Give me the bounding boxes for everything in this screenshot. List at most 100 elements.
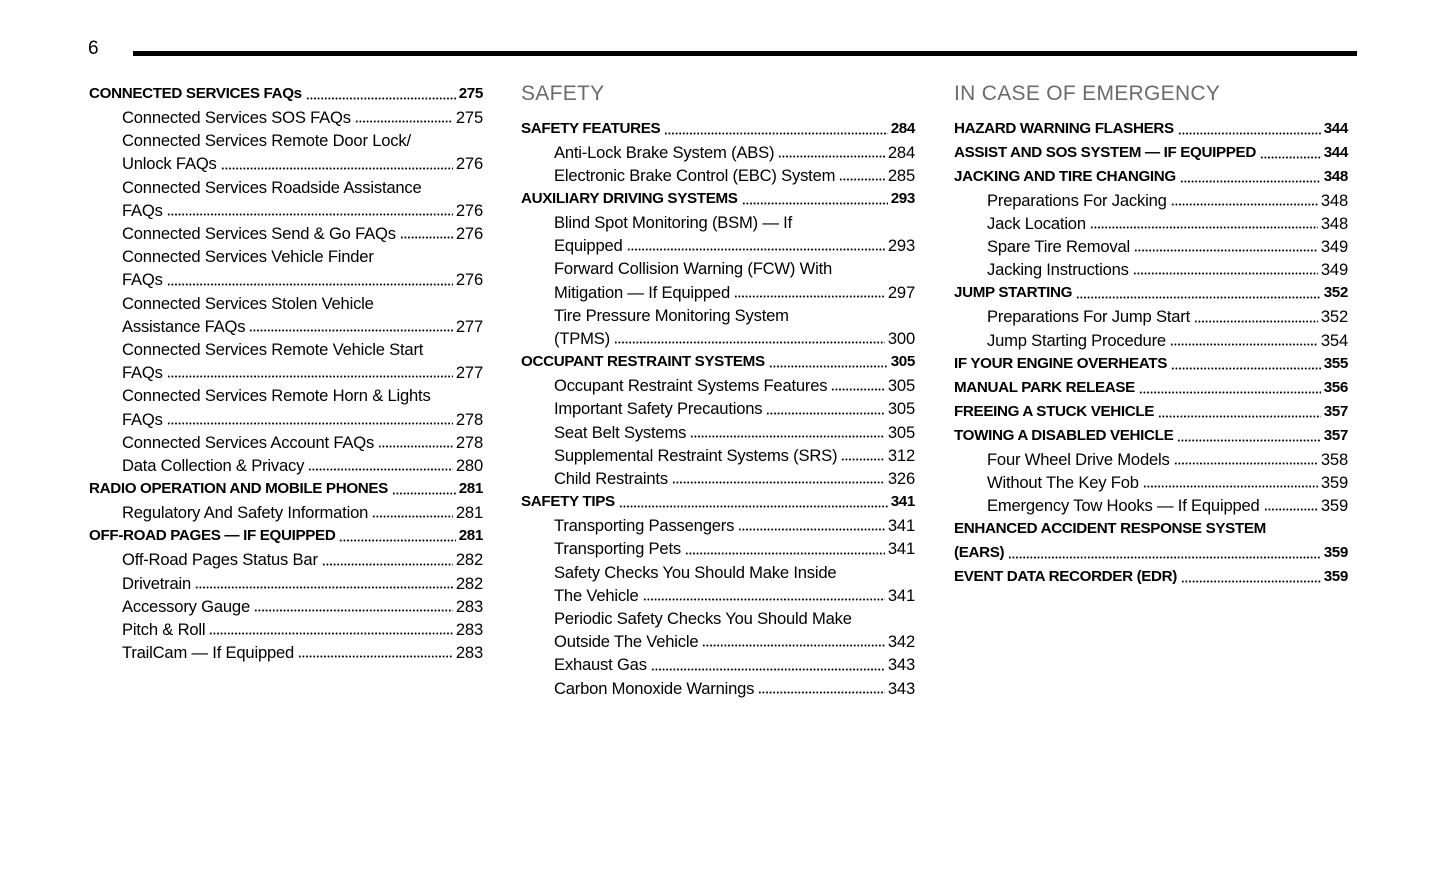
entry-text: OFF-ROAD PAGES — IF EQUIPPED	[89, 527, 336, 545]
entry-line: Seat Belt Systems 305	[521, 421, 915, 444]
page-ref: 357	[1323, 426, 1349, 444]
dot-leader	[378, 445, 453, 449]
toc-subentry: Data Collection & Privacy 280	[89, 454, 483, 477]
toc-subentry: Preparations For Jacking 348	[954, 189, 1348, 212]
entry-text: Transporting Pets	[554, 539, 681, 559]
toc-subentry: Connected Services Send & Go FAQs 276	[89, 222, 483, 245]
toc-subentry: Off-Road Pages Status Bar 282	[89, 548, 483, 571]
page-ref: 282	[455, 573, 483, 593]
entry-text: Connected Services Vehicle Finder	[122, 247, 374, 267]
entry-line: Carbon Monoxide Warnings 343	[521, 677, 915, 700]
entry-text: Connected Services Roadside Assistance	[122, 177, 422, 197]
entry-line: Connected Services SOS FAQs 275	[89, 106, 483, 129]
entry-line: Preparations For Jacking 348	[954, 189, 1348, 212]
page-ref: 297	[887, 282, 915, 302]
entry-text: AUXILIARY DRIVING SYSTEMS	[521, 189, 738, 207]
dot-leader	[1181, 580, 1321, 584]
entry-text: Off-Road Pages Status Bar	[122, 550, 318, 570]
toc-subentry: Connected Services Roadside Assistance FA…	[89, 176, 483, 222]
page-ref: 326	[887, 468, 915, 488]
page-ref: 342	[887, 632, 915, 652]
toc-entry: OCCUPANT RESTRAINT SYSTEMS 305	[521, 350, 915, 374]
entry-text: Connected Services Account FAQs	[122, 432, 375, 452]
toc-subentry: Connected Services Stolen Vehicle Assista…	[89, 292, 483, 338]
entry-line: Transporting Pets 341	[521, 537, 915, 560]
entry-text: Jacking Instructions	[987, 260, 1129, 280]
entry-text: Child Restraints	[554, 468, 668, 488]
toc-subentry: Transporting Passengers 341	[521, 514, 915, 537]
dot-leader	[684, 551, 885, 555]
dot-leader	[308, 468, 453, 472]
entry-line: Connected Services Remote Vehicle Start	[89, 338, 483, 361]
entry-line: SAFETY TIPS 341	[521, 490, 915, 514]
page-ref: 276	[455, 224, 483, 244]
dot-leader	[1170, 366, 1321, 370]
page-ref: 283	[455, 620, 483, 640]
entry-line: Drivetrain 282	[89, 572, 483, 595]
dot-leader	[1194, 319, 1318, 323]
dot-leader	[1170, 202, 1318, 206]
entry-text: RADIO OPERATION AND MOBILE PHONES	[89, 480, 388, 498]
entry-line: Safety Checks You Should Make Inside	[521, 561, 915, 584]
dot-leader	[399, 236, 453, 240]
toc-subentry: Child Restraints 326	[521, 467, 915, 490]
toc-entry: SAFETY TIPS 341	[521, 490, 915, 514]
entry-line: FAQs 276	[89, 268, 483, 291]
toc-subentry: Spare Tire Removal 349	[954, 235, 1348, 258]
dot-leader	[298, 655, 453, 659]
page-ref: 305	[887, 376, 915, 396]
entry-text: CONNECTED SERVICES FAQs	[89, 85, 302, 102]
page-ref: 341	[887, 585, 915, 605]
dot-leader	[1179, 179, 1321, 183]
entry-line: Connected Services Vehicle Finder	[89, 245, 483, 268]
toc-subentry: Blind Spot Monitoring (BSM) — If Equipped…	[521, 211, 915, 257]
entry-text: Forward Collision Warning (FCW) With	[554, 259, 833, 279]
page-ref: 359	[1320, 496, 1348, 516]
entry-text: Exhaust Gas	[554, 655, 647, 675]
entry-text: Connected Services Remote Horn & Lights	[122, 386, 431, 406]
dot-leader	[354, 120, 453, 124]
toc-subentry: Regulatory And Safety Information 281	[89, 501, 483, 524]
page-ref: 278	[455, 432, 483, 452]
header-rule	[133, 51, 1357, 56]
page-ref: 280	[455, 456, 483, 476]
entry-text: Pitch & Roll	[122, 620, 206, 640]
toc-entry: CONNECTED SERVICES FAQs 275	[89, 82, 483, 106]
entry-line: Unlock FAQs 276	[89, 152, 483, 175]
toc-entry: IF YOUR ENGINE OVERHEATS 355	[954, 352, 1348, 376]
toc-subentry: Tire Pressure Monitoring System (TPMS) 300	[521, 304, 915, 350]
page-ref: 352	[1323, 284, 1349, 302]
toc-subentry: Four Wheel Drive Models 358	[954, 448, 1348, 471]
page-ref: 356	[1323, 378, 1349, 396]
entry-text: TOWING A DISABLED VEHICLE	[954, 426, 1174, 444]
dot-leader	[195, 585, 453, 589]
page-ref: 305	[890, 353, 916, 371]
dot-leader	[702, 644, 885, 648]
entry-line: Jacking Instructions 349	[954, 258, 1348, 281]
entry-text: Tire Pressure Monitoring System	[554, 305, 789, 325]
entry-line: Data Collection & Privacy 280	[89, 454, 483, 477]
dot-leader	[1177, 131, 1321, 135]
page-ref: 281	[458, 480, 484, 498]
dot-leader	[738, 528, 885, 532]
dot-leader	[1134, 249, 1318, 253]
toc-subentry: Drivetrain 282	[89, 572, 483, 595]
entry-line: Equipped 293	[521, 234, 915, 257]
page-ref: 359	[1323, 544, 1349, 562]
entry-line: (TPMS) 300	[521, 327, 915, 350]
entry-line: Blind Spot Monitoring (BSM) — If	[521, 211, 915, 234]
dot-leader	[841, 457, 885, 461]
entry-text: IF YOUR ENGINE OVERHEATS	[954, 354, 1167, 372]
dot-leader	[166, 282, 453, 286]
entry-text: Preparations For Jump Start	[987, 307, 1191, 327]
page-ref: 278	[455, 409, 483, 429]
dot-leader	[768, 365, 888, 369]
dot-leader	[734, 294, 885, 298]
entry-line: Forward Collision Warning (FCW) With	[521, 257, 915, 280]
page-ref: 348	[1320, 213, 1348, 233]
entry-line: Child Restraints 326	[521, 467, 915, 490]
toc-subentry: Seat Belt Systems 305	[521, 421, 915, 444]
entry-text: Connected Services Send & Go FAQs	[122, 224, 396, 244]
entry-text: Accessory Gauge	[122, 596, 250, 616]
entry-text: Connected Services Remote Vehicle Start	[122, 340, 424, 360]
